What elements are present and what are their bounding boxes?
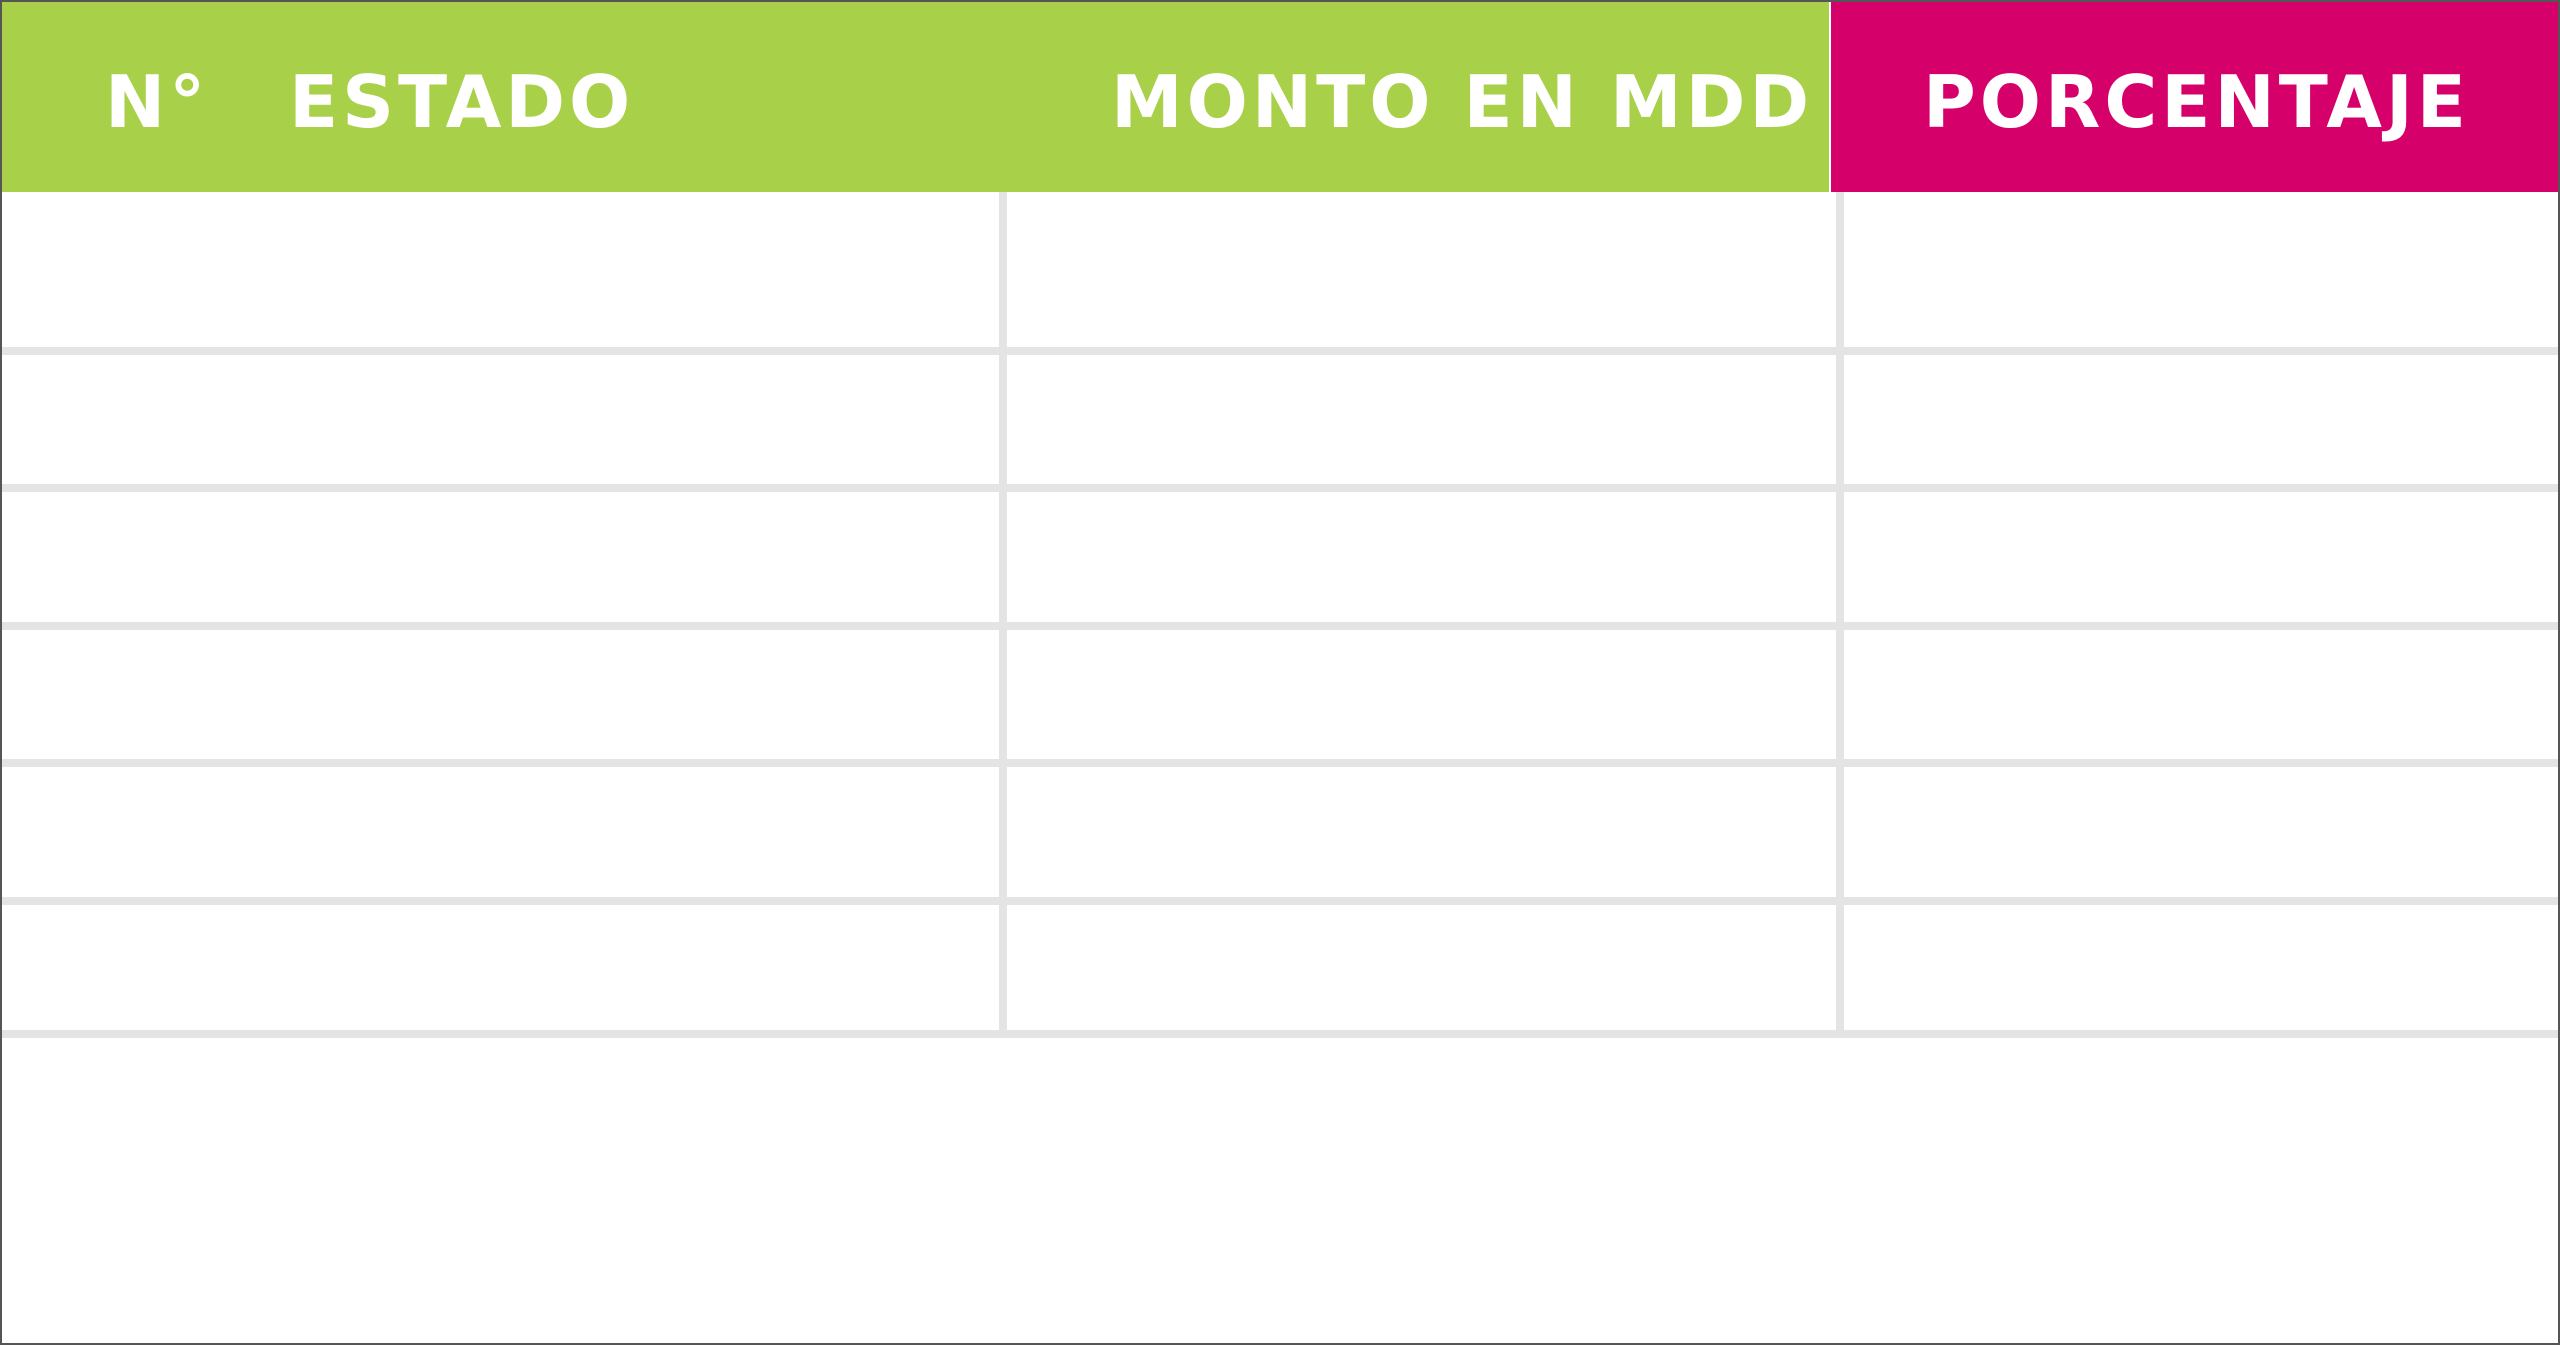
- table-cell-state: [2, 767, 999, 897]
- row-divider: [2, 759, 2558, 767]
- table-cell-amount: [1007, 630, 1836, 759]
- table-header-pink: [1831, 2, 2558, 192]
- table-cell-percentage: [1844, 355, 2558, 484]
- table-cell-amount: [1007, 905, 1836, 1030]
- table-cell-state: [2, 492, 999, 622]
- column-divider: [1836, 192, 1844, 1034]
- table-cell-percentage: [1844, 767, 2558, 897]
- header-state: ESTADO: [289, 60, 635, 144]
- table-cell-state: [2, 355, 999, 484]
- header-percentage: PORCENTAJE: [1923, 60, 2470, 144]
- table-body: [2, 192, 2558, 1038]
- row-divider: [2, 484, 2558, 492]
- table-cell-amount: [1007, 492, 1836, 622]
- table-cell-percentage: [1844, 630, 2558, 759]
- table-cell-amount: [1007, 192, 1836, 347]
- column-divider: [999, 192, 1007, 1034]
- table-cell-state: [2, 192, 999, 347]
- table-cell-amount: [1007, 767, 1836, 897]
- table-cell-percentage: [1844, 492, 2558, 622]
- table-cell-amount: [1007, 355, 1836, 484]
- row-divider: [2, 1030, 2558, 1038]
- table-cell-percentage: [1844, 905, 2558, 1030]
- row-divider: [2, 897, 2558, 905]
- row-divider: [2, 622, 2558, 630]
- row-divider: [2, 347, 2558, 355]
- table-cell-percentage: [1844, 192, 2558, 347]
- header-number: N°: [105, 60, 210, 144]
- table-cell-state: [2, 905, 999, 1030]
- table-header-green: [2, 2, 1829, 192]
- header-divider: [1829, 2, 1831, 192]
- table-cell-state: [2, 630, 999, 759]
- header-amount: MONTO EN MDD: [1111, 60, 1814, 144]
